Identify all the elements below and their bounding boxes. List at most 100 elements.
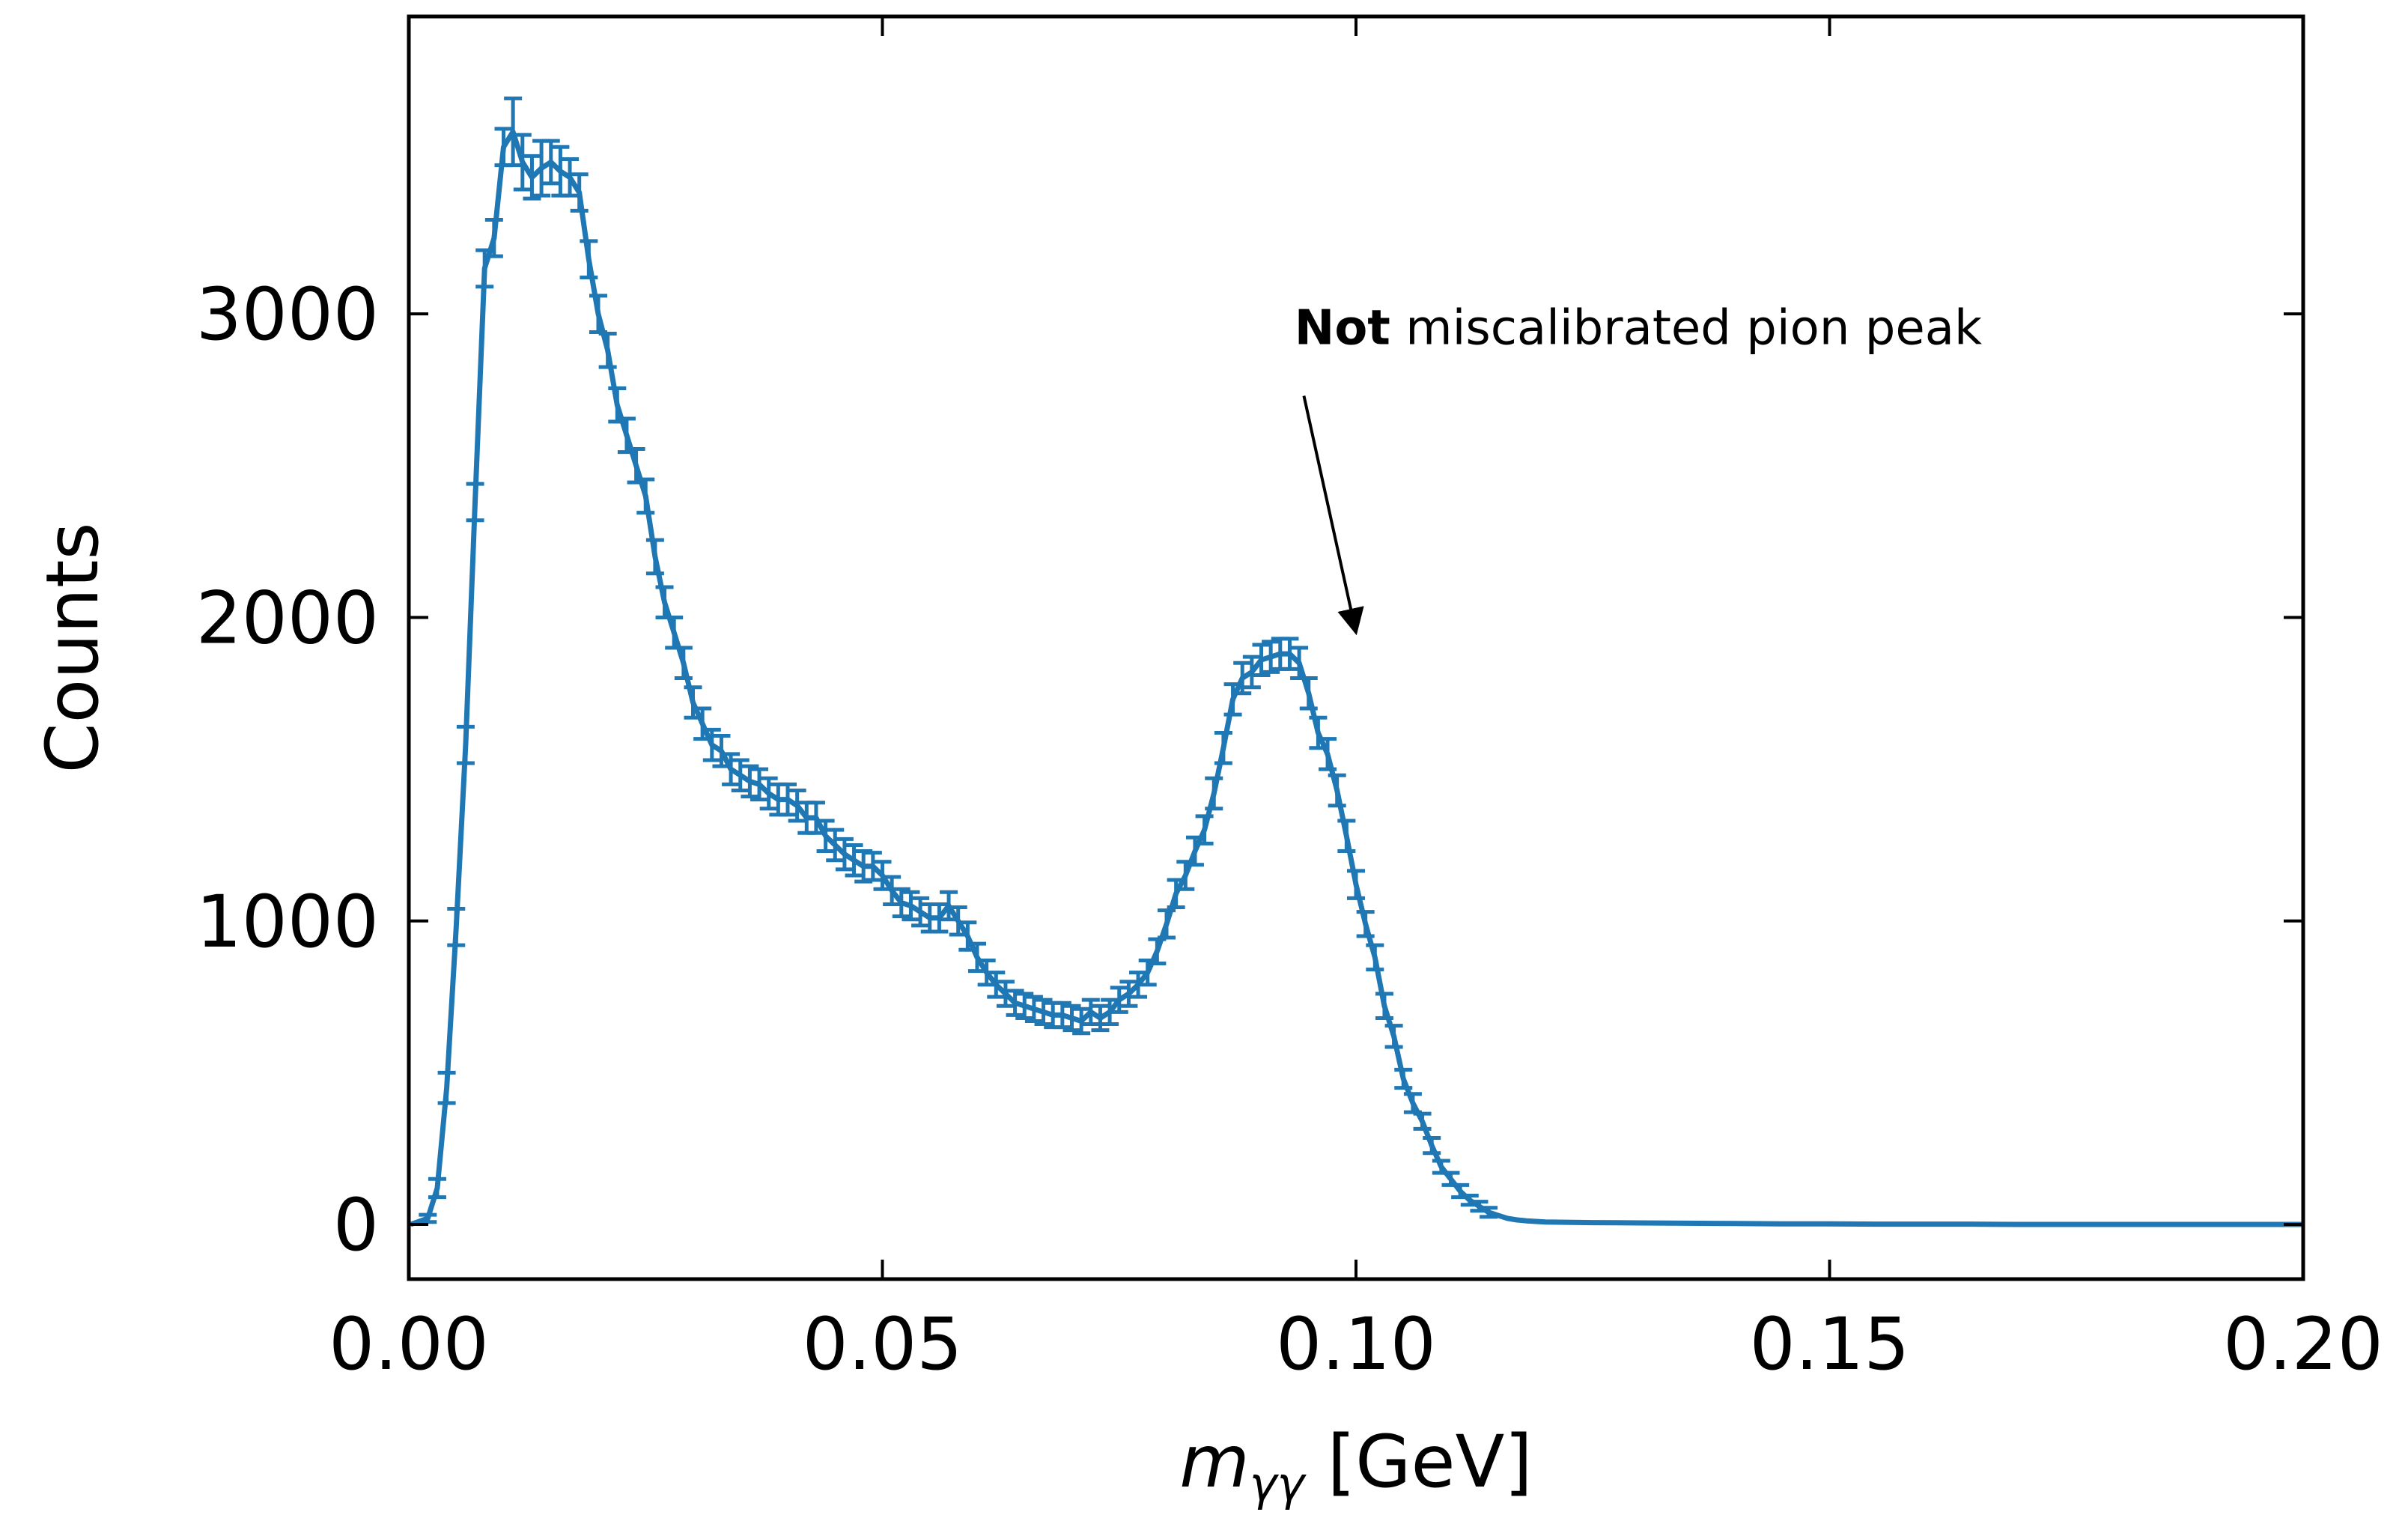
error-bar	[665, 615, 684, 650]
error-bar	[1072, 1007, 1091, 1036]
y-tick-label: 0	[333, 1183, 379, 1267]
error-bar	[1319, 737, 1337, 771]
error-bar	[977, 958, 996, 987]
error-bar	[655, 585, 674, 619]
error-bar	[513, 133, 532, 192]
error-bar	[1280, 637, 1299, 671]
error-bar	[447, 907, 466, 947]
error-bar	[949, 905, 967, 937]
annotation-rest: miscalibrated pion peak	[1390, 301, 1982, 356]
error-bar	[1347, 869, 1365, 900]
error-bar	[779, 782, 797, 817]
error-bar	[863, 851, 882, 882]
x-tick-label: 0.00	[329, 1302, 489, 1386]
error-bar	[589, 294, 607, 334]
error-bar	[940, 890, 958, 922]
error-bar	[1119, 980, 1138, 1008]
error-bar	[731, 758, 750, 792]
error-bar	[1053, 1001, 1071, 1030]
error-bar	[466, 482, 484, 523]
error-bar	[1110, 986, 1128, 1014]
error-bar	[958, 920, 977, 952]
error-bar	[1375, 992, 1393, 1020]
error-bar	[845, 842, 863, 878]
error-bar	[1024, 995, 1043, 1024]
error-bar	[1015, 992, 1034, 1020]
error-bar	[722, 752, 741, 786]
error-bar	[1366, 943, 1384, 972]
error-bar	[1384, 1024, 1403, 1049]
error-bar	[1185, 835, 1204, 867]
error-bar	[1328, 773, 1346, 808]
error-bar	[645, 538, 664, 576]
error-bar	[570, 172, 589, 213]
error-bar	[475, 248, 494, 289]
error-bar	[911, 896, 930, 928]
error-bar	[551, 145, 570, 198]
error-bar	[580, 239, 598, 280]
error-bar	[1034, 998, 1053, 1027]
error-bar	[1356, 910, 1375, 938]
error-bar	[806, 801, 825, 835]
y-axis-label: Counts	[31, 522, 115, 773]
series-line	[410, 129, 2303, 1227]
error-bar	[996, 980, 1015, 1008]
ticks-layer	[407, 16, 2305, 1279]
error-bar	[1290, 646, 1309, 681]
error-bar	[835, 837, 854, 872]
error-bar	[456, 724, 475, 765]
error-bar	[1138, 958, 1157, 987]
x-axis-label-sub: γγ	[1250, 1457, 1307, 1511]
error-bar	[674, 646, 693, 681]
error-bar	[930, 902, 949, 934]
error-bar	[428, 1177, 446, 1200]
error-bar	[1167, 878, 1185, 910]
error-bar	[1262, 640, 1280, 674]
error-bar	[1299, 676, 1318, 711]
error-bar	[1413, 1111, 1432, 1131]
error-bar	[1223, 682, 1242, 717]
error-bar	[1337, 819, 1356, 854]
error-bar	[1176, 860, 1195, 891]
error-bar	[684, 685, 702, 720]
x-tick-label: 0.20	[2223, 1302, 2383, 1386]
labels-layer: 0.00 0.05 0.10 0.15 0.20 0 1000 2000 3000	[196, 273, 2383, 1386]
error-bar	[561, 157, 580, 198]
error-bar	[1214, 730, 1232, 765]
error-bar	[532, 139, 551, 198]
y-tick-label: 1000	[196, 880, 379, 964]
error-bar	[636, 477, 655, 515]
error-bar	[883, 875, 902, 906]
error-bar	[523, 154, 541, 201]
error-bar	[1394, 1067, 1413, 1090]
error-bar	[627, 447, 645, 485]
error-bar	[1006, 989, 1024, 1017]
x-axis-label: mγγ [GeV]	[1179, 1420, 1532, 1511]
error-bar	[1062, 1004, 1081, 1033]
error-bar	[419, 1212, 437, 1224]
error-bar	[1460, 1194, 1479, 1207]
error-bar	[1403, 1092, 1422, 1114]
x-tick-label: 0.15	[1750, 1302, 1910, 1386]
error-bar	[617, 416, 636, 455]
error-bar	[702, 727, 721, 762]
error-bar	[484, 218, 503, 258]
error-bar	[1252, 643, 1271, 677]
error-bar	[1129, 971, 1148, 999]
error-bar	[541, 139, 560, 186]
error-bar	[788, 788, 806, 823]
x-tick-label: 0.05	[803, 1302, 963, 1386]
annotation-arrow	[1302, 395, 1364, 636]
error-bar	[1158, 908, 1176, 940]
y-tick-label: 3000	[196, 273, 379, 356]
error-bar	[1423, 1136, 1441, 1156]
error-bar	[693, 706, 712, 741]
annotation-bold: Not	[1295, 301, 1390, 356]
annotation-text: Not miscalibrated pion peak	[1295, 301, 1982, 356]
data-layer	[410, 96, 2303, 1227]
error-bar	[902, 890, 920, 922]
error-bar	[750, 767, 769, 802]
error-bar	[987, 971, 1006, 999]
error-bar	[1205, 776, 1223, 811]
error-bar	[437, 1070, 456, 1105]
